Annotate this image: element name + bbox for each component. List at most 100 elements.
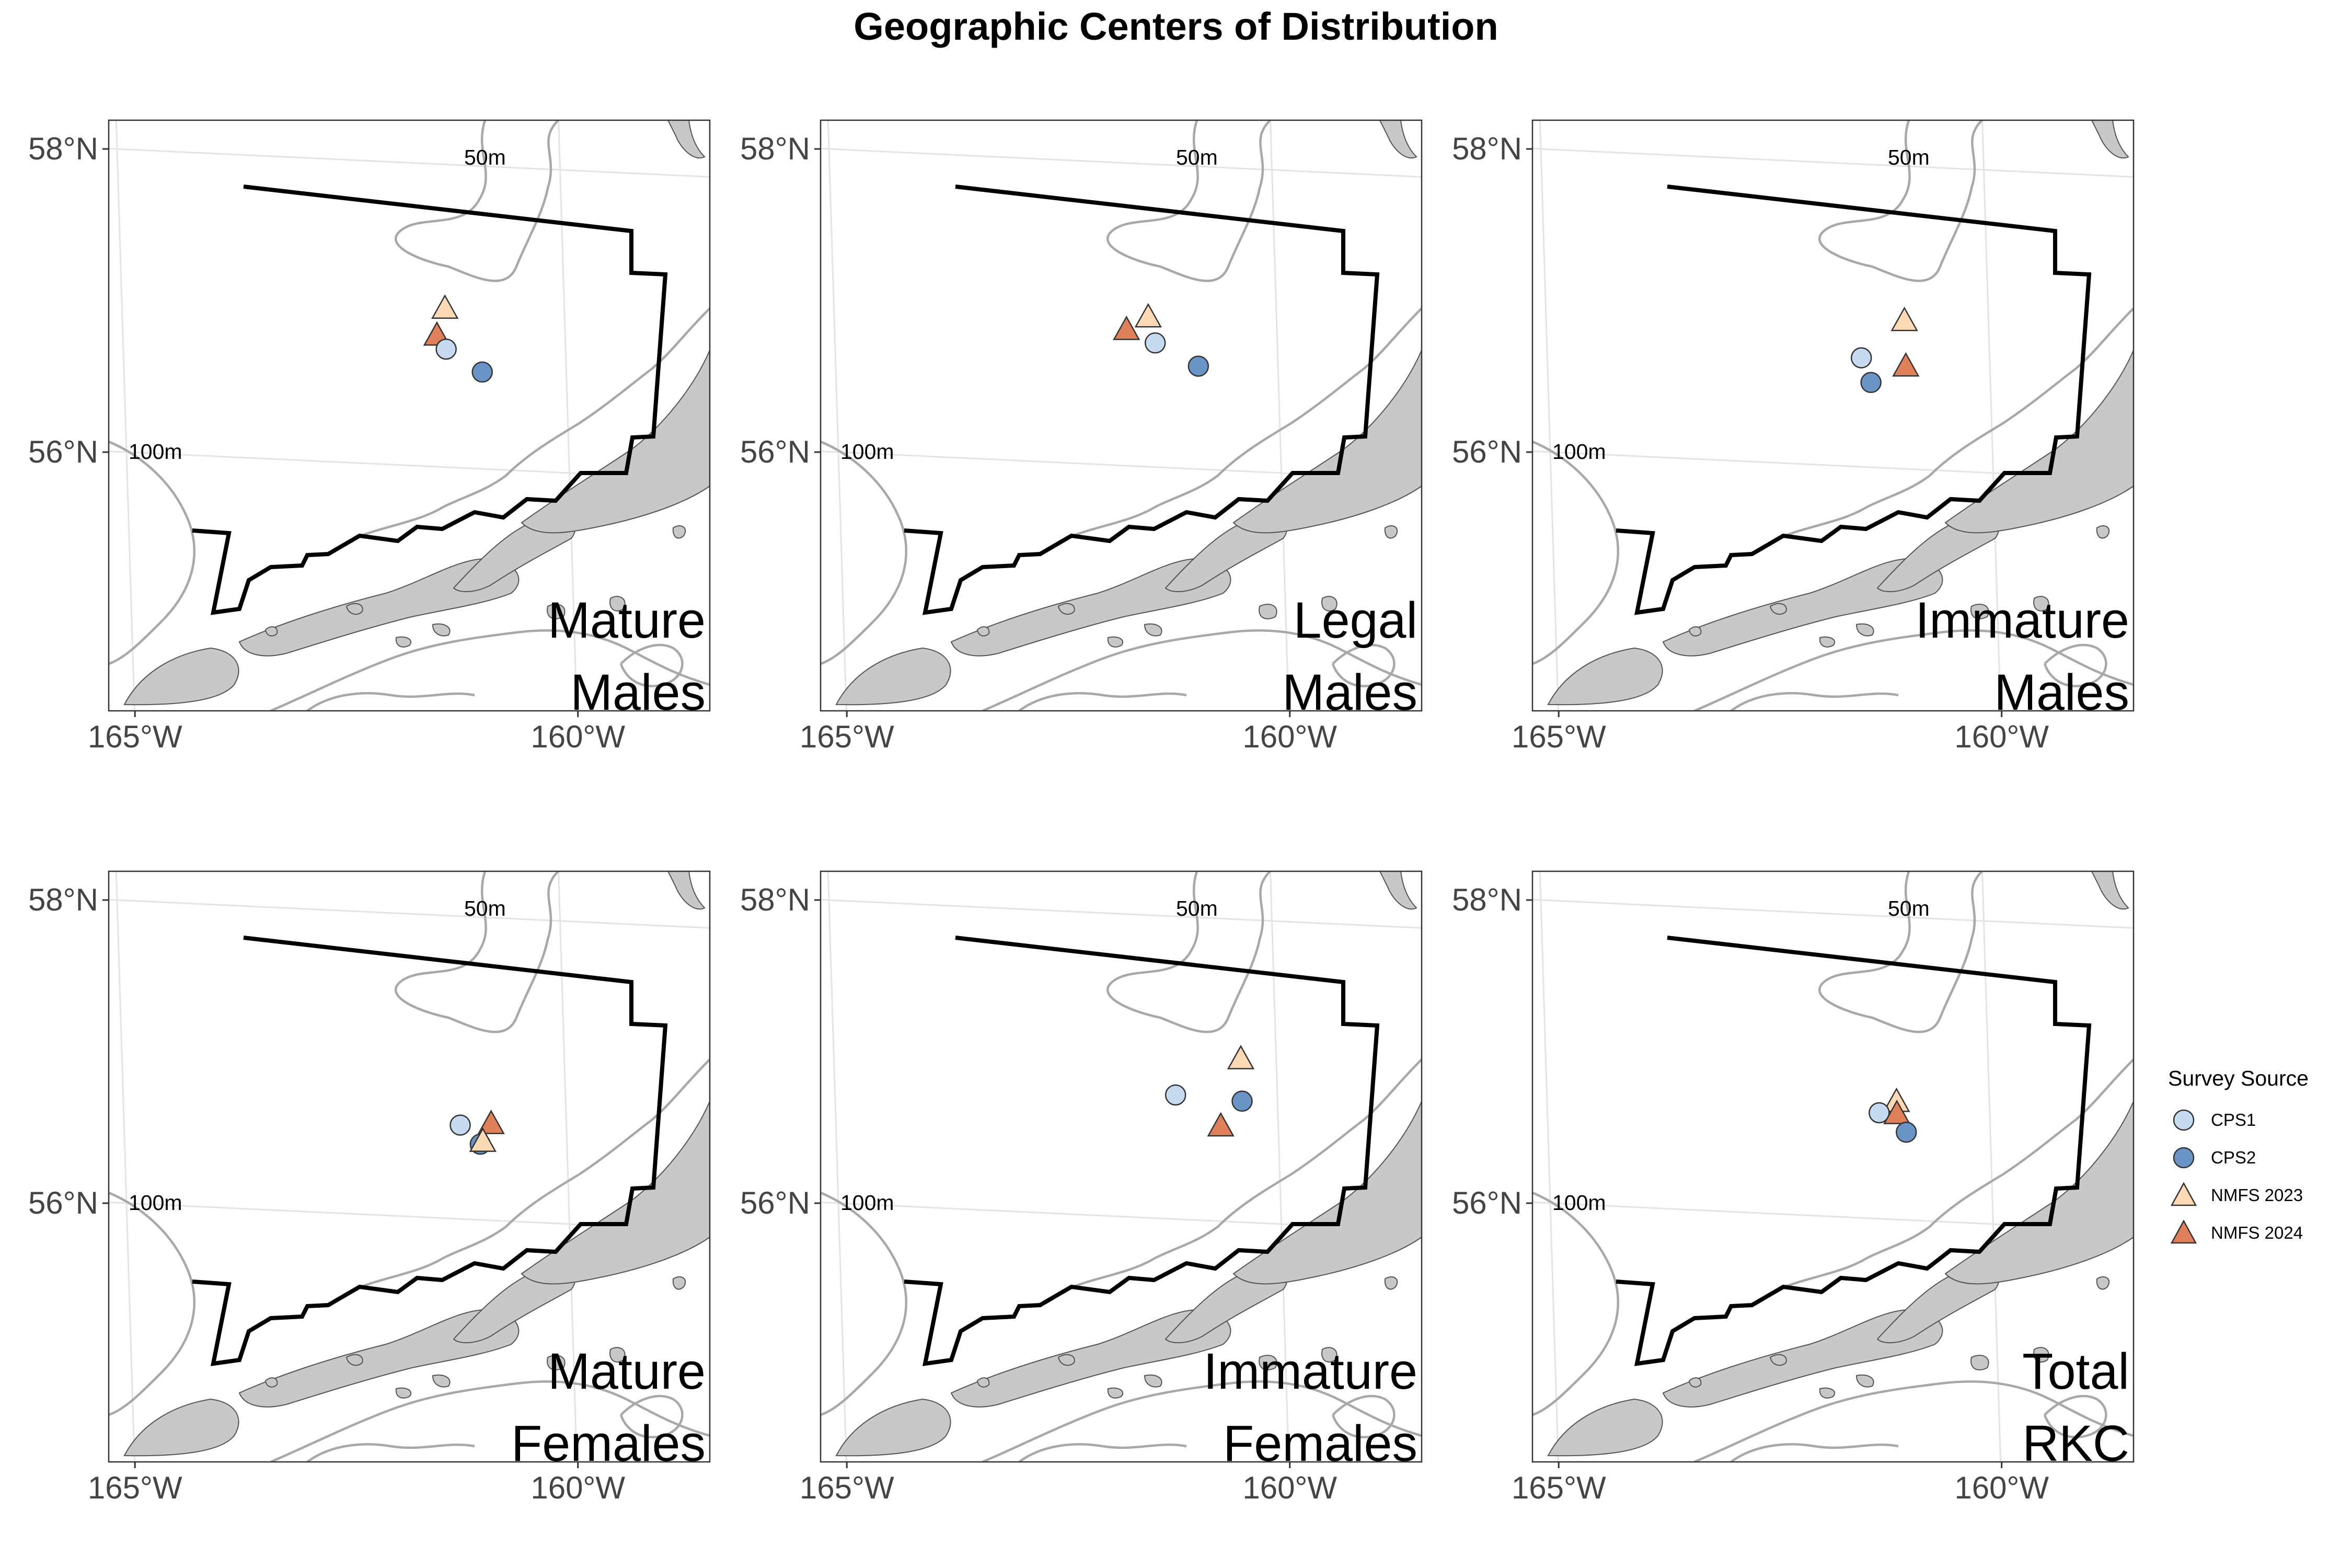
land-polygon — [1547, 1398, 1663, 1457]
graticule-line — [115, 120, 135, 711]
contour-label-100m: 100m — [129, 440, 182, 464]
land-polygon — [123, 647, 239, 706]
land-polygon — [1165, 1267, 1287, 1343]
graticule-line — [109, 147, 710, 178]
data-point-cps2 — [471, 361, 493, 383]
land-polygon — [1057, 1354, 1075, 1366]
x-tick-label: 160°W — [531, 719, 625, 754]
land-polygon — [1547, 647, 1663, 706]
map-content: 50m 100m Immature Females — [821, 871, 1422, 1462]
land-polygon — [395, 636, 412, 648]
land-polygon — [1259, 1355, 1277, 1370]
contour-label-100m: 100m — [1552, 440, 1606, 464]
land-polygon — [345, 603, 363, 615]
data-point-nmfs-2024 — [1113, 315, 1140, 340]
graticule-line — [1539, 120, 1559, 711]
data-point-cps1 — [1165, 1084, 1186, 1106]
land-polygon — [1379, 871, 1417, 910]
legend: Survey Source CPS1 CPS2 NMFS 2023 NMFS 2… — [2168, 1066, 2346, 1252]
land-polygon — [1384, 1276, 1398, 1290]
land-polygon — [123, 1398, 239, 1457]
bathymetry-contour — [1532, 1191, 1620, 1416]
x-tick-label: 165°W — [1512, 1470, 1606, 1505]
survey-boundary — [1616, 936, 2092, 1366]
panel-label: Immature — [1915, 592, 2129, 649]
land-polygon — [264, 1377, 278, 1388]
bathymetry-contour — [1730, 1443, 1899, 1462]
data-point-cps2 — [1896, 1121, 1917, 1143]
land-polygon — [2096, 525, 2110, 539]
y-tick-label: 58°N — [740, 882, 810, 917]
graticule-line — [1532, 147, 2134, 178]
graticule-line — [109, 898, 710, 929]
x-tick-label: 160°W — [531, 1470, 625, 1505]
bathymetry-contour — [821, 1191, 908, 1416]
panel-frame — [820, 870, 1423, 1463]
x-tick-label: 165°W — [800, 719, 894, 754]
land-polygon — [950, 1309, 1231, 1408]
panel-label: Total — [2022, 1343, 2129, 1400]
land-polygon — [950, 558, 1231, 656]
data-point-nmfs-2023 — [431, 294, 459, 319]
data-point-cps2 — [1231, 1090, 1253, 1112]
y-tick-label: 56°N — [28, 1185, 98, 1220]
graticule-line — [1270, 120, 1290, 711]
land-polygon — [672, 1276, 686, 1290]
land-polygon — [1855, 623, 1874, 637]
bathymetry-contour — [270, 1380, 710, 1462]
land-polygon — [547, 604, 566, 619]
graticule-line — [827, 120, 847, 711]
y-tick-label: 58°N — [28, 131, 98, 166]
x-tick-label: 165°W — [1512, 719, 1606, 754]
contour-label-50m: 50m — [1176, 896, 1218, 920]
panel-label: Mature — [548, 592, 706, 649]
bathymetry-contour — [109, 1191, 196, 1416]
land-polygon — [2091, 871, 2129, 910]
x-tick-label: 160°W — [1242, 1470, 1337, 1505]
bathymetry-contour — [2043, 643, 2107, 687]
land-polygon — [1876, 1267, 1999, 1343]
y-tick-label: 56°N — [1452, 1185, 1522, 1220]
bathymetry-contour — [982, 629, 1422, 711]
contour-label-100m: 100m — [840, 1191, 894, 1215]
panel-frame — [108, 870, 711, 1463]
y-tick-label: 56°N — [740, 434, 810, 469]
bathymetry-contour — [1331, 643, 1396, 687]
panel-frame — [108, 119, 711, 712]
x-tick-label: 165°W — [88, 1470, 182, 1505]
survey-boundary — [192, 936, 668, 1366]
data-point-nmfs-2023 — [1134, 303, 1162, 328]
y-tick-label: 56°N — [1452, 434, 1522, 469]
map-content: 50m 100m Legal Males — [821, 120, 1422, 711]
bathymetry-contour — [2043, 1394, 2107, 1438]
data-point-nmfs-2023 — [1227, 1045, 1255, 1069]
map-panel: 50m 100m Mature Males 58°N 56°N 165°W 160°W — [28, 119, 711, 754]
survey-boundary — [904, 185, 1380, 615]
land-polygon — [667, 871, 706, 910]
bathymetry-contour — [982, 1380, 1422, 1462]
bathymetry-contour — [619, 1394, 684, 1438]
panel-label: Immature — [1203, 1343, 1417, 1400]
bathymetry-contour — [306, 1443, 475, 1462]
land-polygon — [1321, 1347, 1338, 1363]
land-polygon — [453, 1267, 575, 1343]
land-polygon — [1144, 1374, 1162, 1388]
contour-label-50m: 50m — [1888, 145, 1930, 169]
legend-swatch-circle-icon — [2173, 1109, 2195, 1131]
x-tick-label: 165°W — [88, 719, 182, 754]
bathymetry-contour — [1106, 871, 1271, 1033]
panel-frame — [1531, 870, 2135, 1463]
y-tick-label: 58°N — [740, 131, 810, 166]
land-polygon — [1688, 626, 1702, 637]
land-polygon — [1384, 525, 1398, 539]
bathymetry-contour — [395, 120, 559, 282]
bathymetry-contour — [1018, 1443, 1187, 1462]
land-polygon — [1107, 636, 1124, 648]
land-polygon — [835, 647, 951, 706]
map-panel: 50m 100m Mature Females 58°N 56°N 165°W 160°W — [28, 870, 711, 1505]
y-tick-label: 58°N — [1452, 131, 1522, 166]
graticule-line — [1270, 871, 1290, 1462]
land-polygon — [672, 525, 686, 539]
legend-item-cps1: CPS1 — [2168, 1101, 2346, 1139]
